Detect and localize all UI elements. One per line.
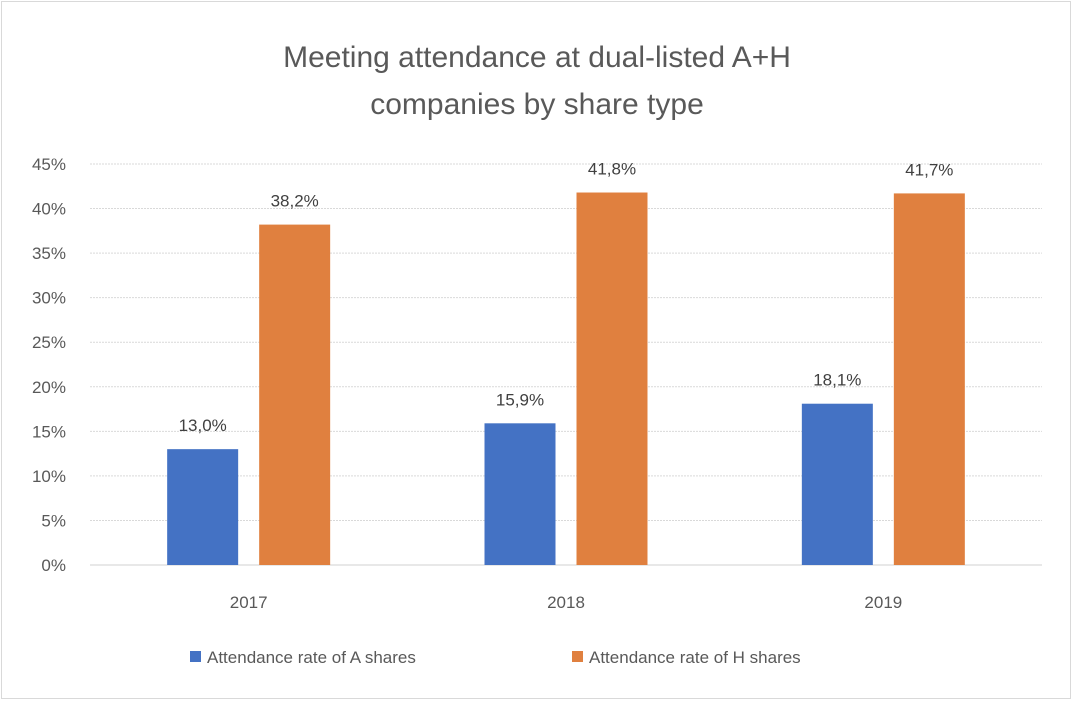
y-tick-label: 45% bbox=[32, 155, 66, 174]
y-tick-label: 15% bbox=[32, 422, 66, 441]
legend-swatch bbox=[190, 651, 201, 662]
y-tick-label: 35% bbox=[32, 244, 66, 263]
legend-label: Attendance rate of H shares bbox=[589, 648, 801, 667]
chart-title-line-1: Meeting attendance at dual-listed A+H bbox=[283, 41, 791, 74]
legend-label: Attendance rate of A shares bbox=[207, 648, 416, 667]
bar-a-shares bbox=[484, 423, 556, 565]
chart-title-line-2: companies by share type bbox=[370, 88, 704, 121]
data-label: 41,8% bbox=[588, 160, 636, 179]
y-tick-label: 10% bbox=[32, 467, 66, 486]
data-label: 13,0% bbox=[179, 416, 227, 435]
data-label: 38,2% bbox=[271, 192, 319, 211]
x-tick-label: 2019 bbox=[864, 593, 902, 612]
y-tick-label: 30% bbox=[32, 289, 66, 308]
bar-a-shares bbox=[801, 403, 873, 565]
x-tick-label: 2017 bbox=[230, 593, 268, 612]
x-tick-label: 2018 bbox=[547, 593, 585, 612]
data-label: 15,9% bbox=[496, 390, 544, 409]
y-tick-label: 5% bbox=[41, 511, 66, 530]
y-tick-label: 20% bbox=[32, 378, 66, 397]
legend-swatch bbox=[572, 651, 583, 662]
bar-h-shares bbox=[259, 224, 331, 565]
bar-h-shares bbox=[576, 192, 648, 565]
data-label: 41,7% bbox=[905, 160, 953, 179]
y-tick-label: 25% bbox=[32, 333, 66, 352]
y-tick-label: 0% bbox=[41, 556, 66, 575]
y-tick-label: 40% bbox=[32, 200, 66, 219]
bar-h-shares bbox=[893, 193, 965, 565]
data-label: 18,1% bbox=[813, 371, 861, 390]
bar-a-shares bbox=[167, 449, 239, 565]
